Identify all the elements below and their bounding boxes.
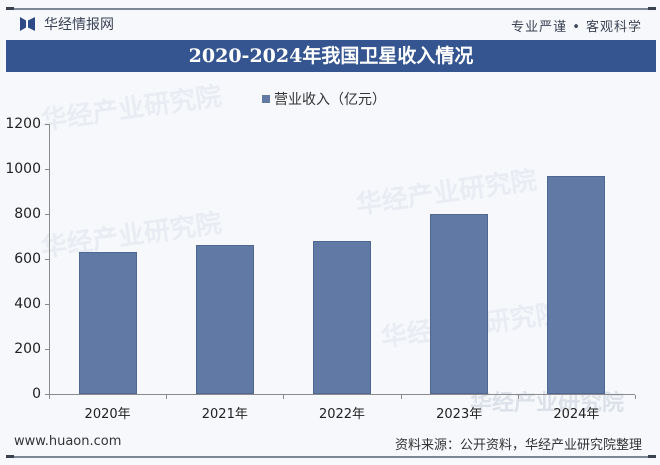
x-tick [635, 395, 636, 399]
brand: 华经情报网 [20, 14, 114, 34]
x-tick [517, 395, 519, 399]
legend-swatch-icon [262, 95, 270, 103]
y-tick [45, 349, 49, 350]
y-tick-label: 800 [14, 206, 41, 222]
footer: www.huaon.com 资料来源：公开资料，华经产业研究院整理 [0, 432, 660, 453]
y-tick-label: 600 [14, 251, 41, 267]
bar-2022年 [313, 240, 371, 394]
y-tick-label: 400 [14, 296, 41, 312]
title-bar: 2020-2024年我国卫星收入情况 [6, 40, 656, 72]
x-tick [166, 395, 168, 399]
bar-2024年 [547, 176, 606, 394]
y-tick [45, 394, 49, 395]
huajing-logo-icon [20, 17, 36, 31]
y-tick [45, 169, 49, 170]
legend-label: 营业收入（亿元） [274, 92, 386, 108]
y-axis [49, 124, 50, 395]
y-tick-label: 200 [14, 341, 41, 357]
x-tick [400, 395, 402, 399]
chart-title: 2020-2024年我国卫星收入情况 [188, 45, 474, 67]
y-tick [45, 214, 49, 215]
bar-2023年 [430, 213, 489, 394]
website-link[interactable]: www.huaon.com [14, 434, 122, 449]
x-tick [283, 395, 285, 399]
bar-2020年 [78, 252, 137, 394]
y-tick [45, 124, 49, 125]
x-tick-label: 2020年 [84, 407, 131, 422]
x-tick-label: 2022年 [318, 407, 366, 422]
data-source: 资料来源：公开资料，华经产业研究院整理 [394, 438, 642, 453]
header: 华经情报网 专业严谨 • 客观科学 [0, 12, 660, 38]
y-tick [45, 259, 49, 260]
top-divider [6, 7, 656, 10]
slogan: 专业严谨 • 客观科学 [511, 20, 642, 35]
bar-2021年 [195, 245, 254, 394]
x-tick-label: 2021年 [201, 407, 248, 422]
y-tick-label: 0 [32, 386, 41, 402]
x-axis [49, 394, 635, 395]
y-tick-label: 1000 [5, 161, 41, 177]
x-tick-label: 2024年 [553, 407, 600, 422]
x-tick-label: 2023年 [436, 407, 483, 422]
bottom-divider [6, 455, 656, 458]
x-tick [49, 395, 50, 399]
bar-chart: 0 200 400 600 800 1000 1200 2020年 2021年 2022年 2023… [5, 116, 636, 422]
brand-name: 华经情报网 [44, 17, 114, 33]
y-tick-label: 1200 [5, 116, 41, 132]
chart-legend: 营业收入（亿元） [262, 89, 386, 109]
y-tick [45, 304, 49, 305]
